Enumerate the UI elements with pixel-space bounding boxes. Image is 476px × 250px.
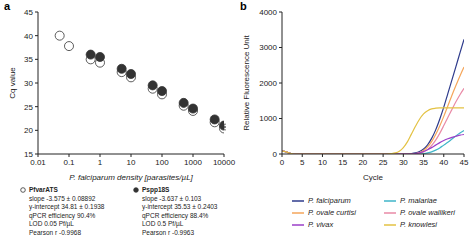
svg-text:3000: 3000 bbox=[259, 43, 277, 52]
svg-text:20: 20 bbox=[24, 126, 33, 135]
html-text:PfvarATS: PfvarATS bbox=[29, 186, 58, 193]
html-text:y-intercept 34.81 ± 0.1938: y-intercept 34.81 ± 0.1938 bbox=[29, 203, 105, 210]
html-text:slope -3.575 ± 0.08892: slope -3.575 ± 0.08892 bbox=[29, 194, 96, 202]
html-text:b: b bbox=[240, 0, 247, 12]
svg-text:100: 100 bbox=[155, 158, 169, 167]
html-text:a: a bbox=[4, 0, 11, 12]
svg-text:2000: 2000 bbox=[259, 79, 277, 88]
svg-text:P. falciparum density [parasit: P. falciparum density [parasites/µL] bbox=[69, 173, 193, 182]
svg-text:40: 40 bbox=[24, 32, 33, 41]
svg-text:0: 0 bbox=[273, 150, 278, 159]
svg-text:0.1: 0.1 bbox=[63, 158, 75, 167]
svg-text:5: 5 bbox=[300, 158, 305, 167]
svg-text:25: 25 bbox=[24, 103, 33, 112]
svg-text:1000: 1000 bbox=[259, 114, 277, 123]
svg-text:Cq value: Cq value bbox=[8, 67, 17, 99]
html-text:P. vivax: P. vivax bbox=[308, 220, 334, 229]
svg-text:25: 25 bbox=[379, 158, 388, 167]
svg-text:15: 15 bbox=[24, 150, 33, 159]
svg-text:Relative Fluorescence Unit: Relative Fluorescence Unit bbox=[242, 34, 251, 130]
svg-text:30: 30 bbox=[399, 158, 408, 167]
html-text:LOD 0.05 Pf/µL: LOD 0.05 Pf/µL bbox=[29, 220, 74, 227]
html-text:Pspp18S: Pspp18S bbox=[142, 186, 170, 193]
svg-text:35: 35 bbox=[24, 55, 33, 64]
svg-text:1: 1 bbox=[98, 158, 103, 167]
svg-text:1000: 1000 bbox=[184, 158, 202, 167]
svg-text:4000: 4000 bbox=[259, 8, 277, 17]
svg-text:45: 45 bbox=[24, 8, 33, 17]
svg-text:0.01: 0.01 bbox=[30, 158, 46, 167]
svg-text:10: 10 bbox=[318, 158, 327, 167]
html-text:qPCR efficiency 90.4%: qPCR efficiency 90.4% bbox=[29, 211, 96, 219]
svg-text:45: 45 bbox=[460, 158, 468, 167]
html-text:y-intercept 35.53 ± 0.2403: y-intercept 35.53 ± 0.2403 bbox=[142, 203, 218, 210]
html-text:P. malariae: P. malariae bbox=[400, 196, 437, 205]
html-text:slope -3.637 ± 0.103: slope -3.637 ± 0.103 bbox=[142, 194, 202, 202]
html-text:Pearson r -0.9963: Pearson r -0.9963 bbox=[142, 228, 194, 236]
svg-text:20: 20 bbox=[358, 158, 367, 167]
html-text:LOD 0.5 Pf/µL: LOD 0.5 Pf/µL bbox=[142, 220, 184, 227]
svg-text:15: 15 bbox=[338, 158, 347, 167]
svg-text:10: 10 bbox=[127, 158, 136, 167]
svg-text:40: 40 bbox=[439, 158, 448, 167]
html-text:qPCR efficiency 88.4%: qPCR efficiency 88.4% bbox=[142, 211, 209, 219]
html-text:P. ovale wallikeri: P. ovale wallikeri bbox=[400, 208, 455, 217]
html-text:P. knowlesi: P. knowlesi bbox=[400, 220, 437, 229]
svg-text:0: 0 bbox=[280, 158, 285, 167]
html-text:Pearson r -0.9968: Pearson r -0.9968 bbox=[29, 228, 81, 236]
svg-text:30: 30 bbox=[24, 79, 33, 88]
html-text:P. falciparum: P. falciparum bbox=[308, 196, 351, 205]
svg-text:10000: 10000 bbox=[213, 158, 236, 167]
svg-text:35: 35 bbox=[419, 158, 428, 167]
html-text:P. ovale curtisi: P. ovale curtisi bbox=[308, 208, 356, 217]
svg-text:Cycle: Cycle bbox=[363, 173, 384, 182]
